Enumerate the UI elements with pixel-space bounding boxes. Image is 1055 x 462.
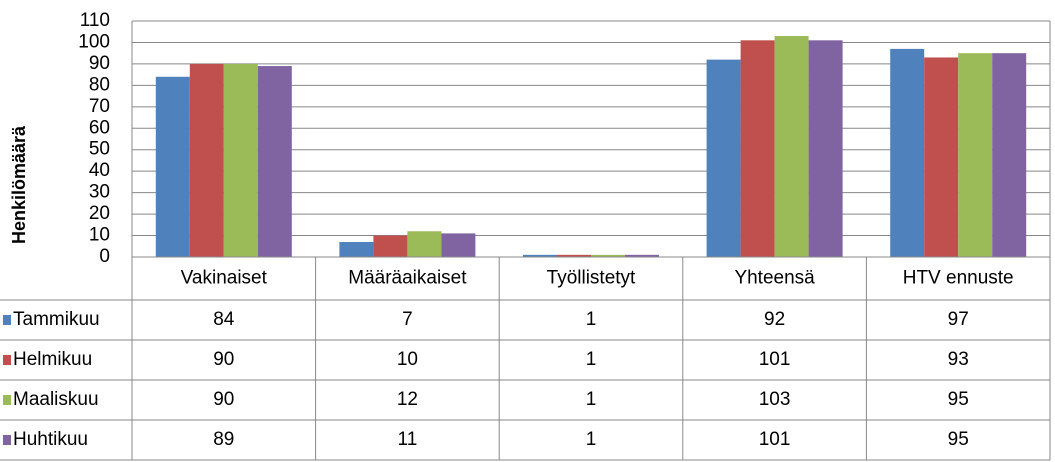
y-tick-label: 40: [89, 160, 110, 181]
bar: [257, 66, 292, 258]
bar: [155, 76, 190, 257]
bar: [992, 53, 1027, 257]
x-tick-label: HTV ennuste: [903, 268, 1014, 289]
table-cell: 84: [213, 309, 235, 330]
legend-swatch: [3, 395, 11, 405]
table-cell: 101: [759, 349, 791, 370]
y-tick-label: 90: [89, 53, 110, 74]
table-cell: 1: [586, 349, 597, 370]
table-cell: 101: [759, 429, 791, 450]
y-tick-label: 60: [89, 117, 110, 138]
bar: [339, 241, 374, 257]
bar: [189, 63, 224, 258]
bar: [557, 254, 591, 257]
x-tick-label: Työllistetyt: [547, 268, 636, 289]
y-tick-label: 80: [89, 74, 110, 95]
bar: [706, 59, 741, 258]
bar: [740, 40, 775, 258]
table-cell: 93: [948, 349, 969, 370]
legend-swatch: [3, 435, 11, 445]
x-tick-label: Yhteensä: [734, 268, 815, 289]
table-cell: 1: [586, 309, 597, 330]
table-cell: 7: [402, 309, 413, 330]
legend-label: Helmikuu: [13, 349, 92, 370]
bar: [774, 36, 809, 257]
y-tick-label: 10: [89, 225, 110, 246]
bar: [523, 254, 557, 257]
legend-label: Tammikuu: [13, 309, 100, 330]
y-tick-label: 20: [89, 203, 110, 224]
y-tick-label: 100: [78, 31, 110, 52]
bar: [223, 63, 258, 258]
legend-label: Maaliskuu: [13, 389, 99, 410]
bar: [591, 254, 625, 257]
table-cell: 92: [764, 309, 785, 330]
y-axis-title: Henkilömäärä: [9, 125, 29, 244]
table-cell: 1: [586, 389, 597, 410]
table-cell: 97: [948, 309, 969, 330]
bar: [808, 40, 843, 258]
table-cell: 10: [397, 349, 418, 370]
bar: [373, 235, 408, 257]
y-tick-label: 0: [99, 246, 110, 267]
bar: [441, 233, 476, 257]
table-cell: 95: [948, 429, 969, 450]
table-cell: 90: [213, 349, 234, 370]
legend-label: Huhtikuu: [13, 429, 88, 450]
y-tick-label: 70: [89, 96, 110, 117]
x-tick-label: Määräaikaiset: [348, 268, 467, 289]
table-cell: 1: [586, 429, 597, 450]
table-cell: 103: [759, 389, 791, 410]
table-cell: 12: [397, 389, 418, 410]
bar: [924, 57, 959, 257]
table-cell: 90: [213, 389, 234, 410]
y-tick-label: 30: [89, 182, 110, 203]
table-cell: 95: [948, 389, 969, 410]
bar: [958, 53, 993, 257]
bar: [625, 254, 659, 257]
bar: [890, 48, 925, 258]
legend-swatch: [3, 355, 11, 365]
x-tick-label: Vakinaiset: [181, 268, 268, 289]
y-tick-label: 110: [80, 10, 110, 31]
bar: [407, 231, 442, 257]
y-tick-label: 50: [89, 139, 110, 160]
table-cell: 11: [398, 429, 418, 450]
legend-swatch: [3, 315, 11, 325]
table-cell: 89: [213, 429, 234, 450]
